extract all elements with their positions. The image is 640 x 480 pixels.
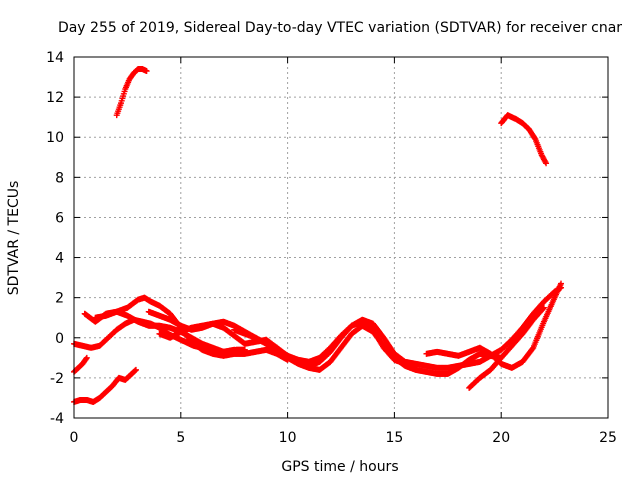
series-arc-2: [498, 112, 550, 167]
data-point: [132, 366, 139, 373]
series-arc-11: [423, 280, 565, 371]
chart-title: Day 255 of 2019, Sidereal Day-to-day VTE…: [58, 20, 622, 36]
data-point: [83, 355, 90, 362]
x-tick-label: 25: [599, 430, 617, 446]
series-arc-12: [466, 304, 547, 391]
data-point: [143, 68, 150, 75]
data-point: [540, 305, 547, 312]
x-tick-label: 20: [492, 430, 510, 446]
data-point: [543, 160, 550, 167]
y-tick-label: 6: [55, 210, 64, 226]
data-point: [83, 354, 90, 361]
series-arc-1: [113, 66, 150, 119]
data-points: [71, 66, 565, 405]
x-tick-label: 5: [176, 430, 185, 446]
axis-ticks: 0 5 10 15 20 25 -4 -2 0 2 4 6 8 10 12 14: [46, 50, 617, 446]
y-tick-label: 12: [46, 90, 64, 106]
x-tick-label: 0: [70, 430, 79, 446]
y-axis-label: SDTVAR / TECUs: [6, 181, 22, 296]
data-point: [540, 304, 547, 311]
y-tick-label: 8: [55, 170, 64, 186]
x-tick-label: 10: [279, 430, 297, 446]
y-tick-label: -2: [50, 371, 64, 387]
plot-frame: [73, 56, 609, 419]
x-axis-label: GPS time / hours: [281, 459, 398, 475]
y-tick-label: 14: [46, 50, 64, 66]
y-tick-label: 0: [55, 331, 64, 347]
y-tick-label: 2: [55, 291, 64, 307]
y-tick-label: 10: [46, 130, 64, 146]
y-tick-label: -4: [50, 411, 64, 427]
grid-lines: [74, 57, 608, 418]
y-tick-label: 4: [55, 251, 64, 267]
data-point: [558, 280, 565, 287]
series-arc-3: [71, 366, 139, 405]
x-tick-label: 15: [385, 430, 403, 446]
